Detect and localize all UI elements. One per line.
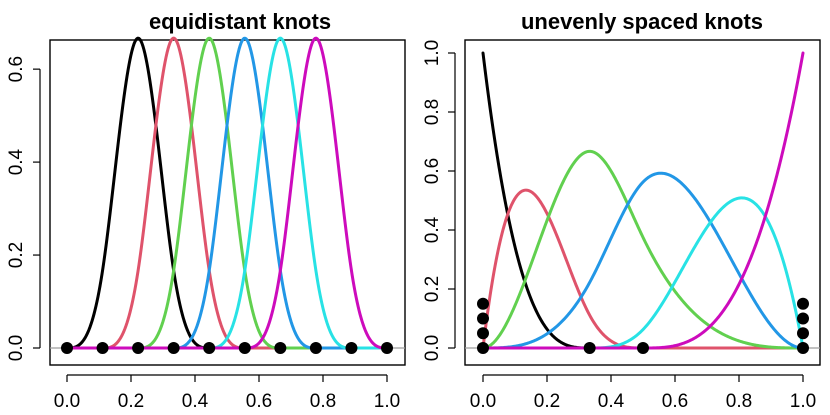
knot-marker [345,342,358,354]
y-tick-label: 0.8 [422,99,443,125]
basis-curves [50,36,405,350]
knot-marker [797,327,809,340]
x-axis: 0.0 0.2 0.4 0.6 0.8 1.0 [54,374,400,412]
x-axis: 0.0 0.2 0.4 0.6 0.8 1.0 [470,374,816,412]
knot-marker [477,342,489,354]
y-tick-label: 0.2 [422,276,443,302]
knot-marker [96,342,109,354]
x-tick-label: 0.2 [534,391,560,412]
basis-curve-4 [481,171,805,350]
y-tick-label: 0.4 [422,216,443,243]
basis-curves [465,51,820,350]
x-tick-label: 0.4 [598,391,625,412]
knot-marker [797,342,809,354]
knot-marker [637,342,649,354]
knot-marker [309,342,322,354]
x-tick-label: 0.8 [726,391,752,412]
x-tick-label: 0.0 [470,391,496,412]
knot-marker [238,342,251,354]
basis-curve-2 [65,36,389,350]
knot-marker [274,342,287,354]
y-tick-label: 1.0 [422,40,443,66]
chart-title: equidistant knots [149,9,331,34]
x-tick-label: 0.2 [118,391,144,412]
y-tick-label: 0.0 [6,335,27,361]
knot-markers [477,297,809,354]
knot-marker [167,342,180,354]
basis-curve-5 [481,196,805,350]
chart-title: unevenly spaced knots [521,9,763,34]
y-tick-label: 0.6 [6,56,27,82]
basis-curve-2 [481,188,805,350]
basis-curve-3 [65,36,389,350]
knot-marker [61,342,73,354]
y-tick-label: 0.6 [422,158,443,184]
y-tick-label: 0.0 [422,335,443,361]
knot-marker [797,312,809,325]
knot-marker [381,342,393,354]
basis-curve-5 [65,36,389,350]
knot-marker [132,342,145,354]
basis-curve-1 [65,36,389,350]
knot-marker [797,297,809,310]
y-tick-label: 0.2 [6,242,27,268]
knot-marker [477,297,489,310]
knot-marker [477,327,489,340]
plot-frame [464,39,821,366]
y-axis: 0.0 0.2 0.4 0.6 [6,56,41,361]
basis-curve-6 [65,36,389,350]
y-axis: 0.0 0.2 0.4 0.6 0.8 1.0 [422,40,456,361]
basis-curve-4 [65,36,389,350]
x-tick-label: 0.8 [310,391,336,412]
knot-markers [61,342,393,354]
plot-frame [49,39,406,366]
x-tick-label: 1.0 [374,391,400,412]
x-tick-label: 0.4 [182,391,209,412]
panel-equidistant-knots: equidistant knots 0.0 0.2 0.4 0.6 0.8 1.0 0.0… [6,9,406,412]
panel-unevenly-spaced-knots: unevenly spaced knots 0.0 0.2 0.4 0.6 0.8 1.0… [422,9,821,412]
knot-marker [583,342,596,354]
knot-marker [477,312,489,325]
x-tick-label: 0.6 [662,391,688,412]
knot-marker [203,342,216,354]
y-tick-label: 0.4 [6,148,27,175]
x-tick-label: 0.0 [54,391,80,412]
x-tick-label: 0.6 [246,391,272,412]
basis-curve-3 [481,149,805,350]
x-tick-label: 1.0 [790,391,816,412]
